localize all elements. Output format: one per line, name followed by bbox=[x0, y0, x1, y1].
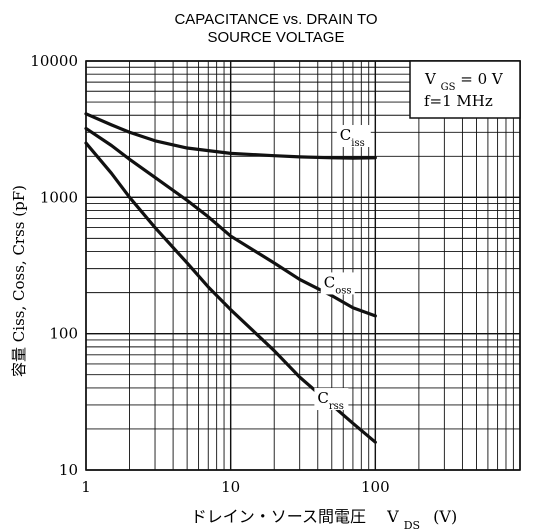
series-line-coss bbox=[84, 126, 377, 318]
y-tick-label-3: 10 bbox=[59, 461, 78, 479]
y-tick-label-0: 10000 bbox=[30, 52, 78, 70]
condition-vgs-sub: GS bbox=[441, 82, 456, 93]
series-label-ciss: Ciss bbox=[340, 126, 365, 149]
condition-box: V GS = 0 V f=1 MHz bbox=[409, 60, 521, 119]
series-label-main-ciss: C bbox=[340, 126, 351, 144]
condition-line-2: f=1 MHz bbox=[424, 92, 493, 110]
grid-layer bbox=[85, 60, 521, 471]
series-label-coss: Coss bbox=[324, 273, 352, 296]
y-axis-label: 容量 Ciss, Coss, Crss (pF) bbox=[10, 185, 28, 377]
y-tick-label-1: 1000 bbox=[40, 188, 78, 206]
series-label-bg-coss bbox=[320, 272, 355, 295]
condition-line-1: V GS = 0 V bbox=[424, 70, 504, 93]
series-label-sub-crss: rss bbox=[329, 401, 344, 412]
series-label-bg-crss bbox=[314, 388, 349, 411]
condition-vgs-rest: = 0 V bbox=[460, 70, 504, 88]
plot-frame bbox=[85, 60, 521, 471]
series-label-main-coss: C bbox=[324, 273, 335, 291]
x-tick-label-2: 100 bbox=[361, 478, 390, 496]
x-axis-label-unit: (V) bbox=[433, 507, 457, 526]
series-label-main-crss: C bbox=[317, 389, 328, 407]
x-axis-label-symbol: V bbox=[386, 507, 399, 526]
x-axis-label-subscript: DS bbox=[404, 519, 420, 531]
chart-title-line-2: SOURCE VOLTAGE bbox=[208, 29, 345, 46]
condition-box-frame bbox=[409, 60, 521, 119]
series-label-crss: Crss bbox=[317, 389, 344, 412]
x-tick-label-0: 1 bbox=[81, 478, 91, 496]
series-line-ciss bbox=[84, 112, 377, 160]
chart-title-line-1: CAPACITANCE vs. DRAIN TO bbox=[174, 11, 377, 28]
axes-layer bbox=[85, 60, 521, 471]
y-tick-label-2: 100 bbox=[49, 325, 78, 343]
series-label-bg-ciss bbox=[336, 125, 371, 148]
x-axis-label: ドレイン・ソース間電圧 V DS (V) bbox=[191, 507, 457, 531]
series-label-sub-coss: oss bbox=[335, 285, 351, 296]
series-label-sub-ciss: iss bbox=[351, 138, 364, 149]
condition-vgs-main: V bbox=[424, 70, 437, 88]
x-axis-label-main: ドレイン・ソース間電圧 bbox=[191, 507, 366, 526]
x-tick-label-1: 10 bbox=[221, 478, 240, 496]
